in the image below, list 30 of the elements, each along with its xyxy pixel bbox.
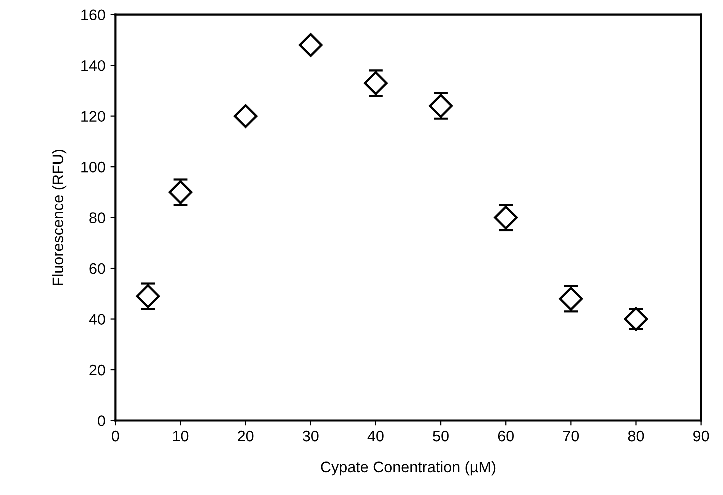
point xyxy=(429,94,453,118)
y-tick-label: 0 xyxy=(98,416,106,426)
point xyxy=(624,307,648,332)
y-tick-label: 100 xyxy=(82,162,106,173)
x-tick-label: 50 xyxy=(433,430,449,442)
point xyxy=(364,71,388,96)
x-axis-title: Cypate Conentration (µM) xyxy=(321,461,496,476)
point xyxy=(298,33,323,58)
y-tick-label: 160 xyxy=(82,10,106,21)
point xyxy=(559,287,584,311)
x-tick-label: 20 xyxy=(238,430,254,442)
y-axis-title: Fluorescence (RFU) xyxy=(52,150,67,286)
x-tick-label: 90 xyxy=(694,430,710,442)
x-tick-label: 0 xyxy=(112,430,120,442)
y-tick-label: 60 xyxy=(90,263,106,274)
x-tick-label: 80 xyxy=(628,430,644,442)
y-tick-label: 40 xyxy=(89,314,106,325)
x-tick-label: 70 xyxy=(563,430,580,442)
x-tick-label: 30 xyxy=(302,430,319,442)
point xyxy=(136,284,160,308)
y-tick-label: 20 xyxy=(90,364,106,376)
point xyxy=(168,180,193,204)
y-tick-label: 140 xyxy=(82,60,106,72)
x-tick-label: 60 xyxy=(498,430,514,442)
y-tick-label: 80 xyxy=(90,212,106,224)
point xyxy=(234,104,258,128)
y-tick-label: 120 xyxy=(82,111,106,122)
x-tick-label: 40 xyxy=(368,430,384,442)
x-tick-label: 10 xyxy=(173,430,189,442)
point xyxy=(494,206,518,230)
